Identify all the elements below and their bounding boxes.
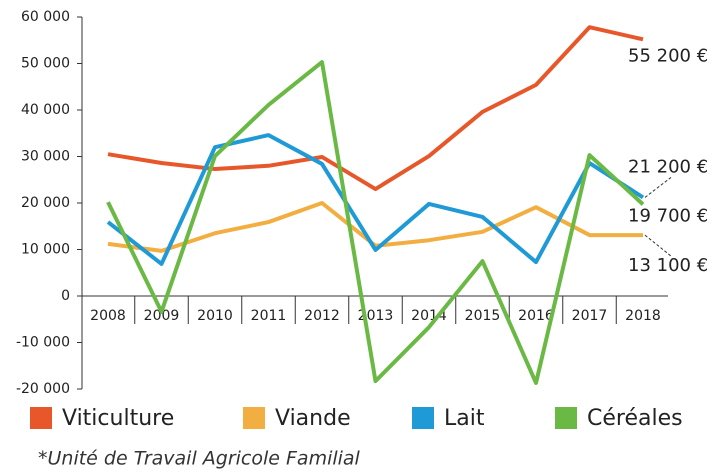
- value-label: 55 200 €: [628, 45, 708, 66]
- x-tick-label: 2012: [304, 308, 340, 324]
- y-tick-label: 40 000: [21, 102, 70, 118]
- y-tick-label: 10 000: [21, 242, 70, 258]
- y-tick-label: 60 000: [21, 9, 70, 25]
- x-tick-label: 2016: [518, 308, 554, 324]
- x-tick-label: 2010: [197, 308, 233, 324]
- legend-label: Lait: [444, 406, 485, 431]
- value-label: 19 700 €: [628, 205, 708, 226]
- series-line: [106, 133, 645, 266]
- leader: [644, 177, 672, 198]
- x-tick-label: 2017: [572, 308, 608, 324]
- legend-swatch: [555, 407, 577, 429]
- y-tick-label: -10 000: [16, 335, 70, 351]
- x-tick-label: 2014: [411, 308, 447, 324]
- legend-label: Viande: [275, 406, 351, 431]
- value-label: 13 100 €: [628, 255, 708, 276]
- series-line: [107, 201, 643, 253]
- legend-label: Viticulture: [62, 406, 174, 431]
- footnote: *Unité de Travail Agricole Familial: [38, 448, 361, 470]
- x-tick-label: 2015: [465, 308, 501, 324]
- legend-swatch: [30, 407, 52, 429]
- y-tick-label: 0: [61, 288, 70, 304]
- x-tick-label: 2011: [251, 308, 287, 324]
- y-tick-label: 20 000: [21, 195, 70, 211]
- series-line: [107, 25, 644, 192]
- value-label: 21 200 €: [628, 156, 708, 177]
- x-tick-label: 2018: [625, 308, 661, 324]
- x-tick-label: 2009: [144, 308, 180, 324]
- y-tick-label: 50 000: [21, 56, 70, 72]
- legend-swatch: [412, 407, 434, 429]
- y-tick-label: 30 000: [21, 149, 70, 165]
- leader: [644, 234, 672, 257]
- y-tick-label: -20 000: [16, 381, 70, 397]
- legend-label: Céréales: [587, 406, 683, 431]
- x-tick-label: 2008: [90, 308, 126, 324]
- series-line: [106, 60, 645, 385]
- legend-swatch: [243, 407, 265, 429]
